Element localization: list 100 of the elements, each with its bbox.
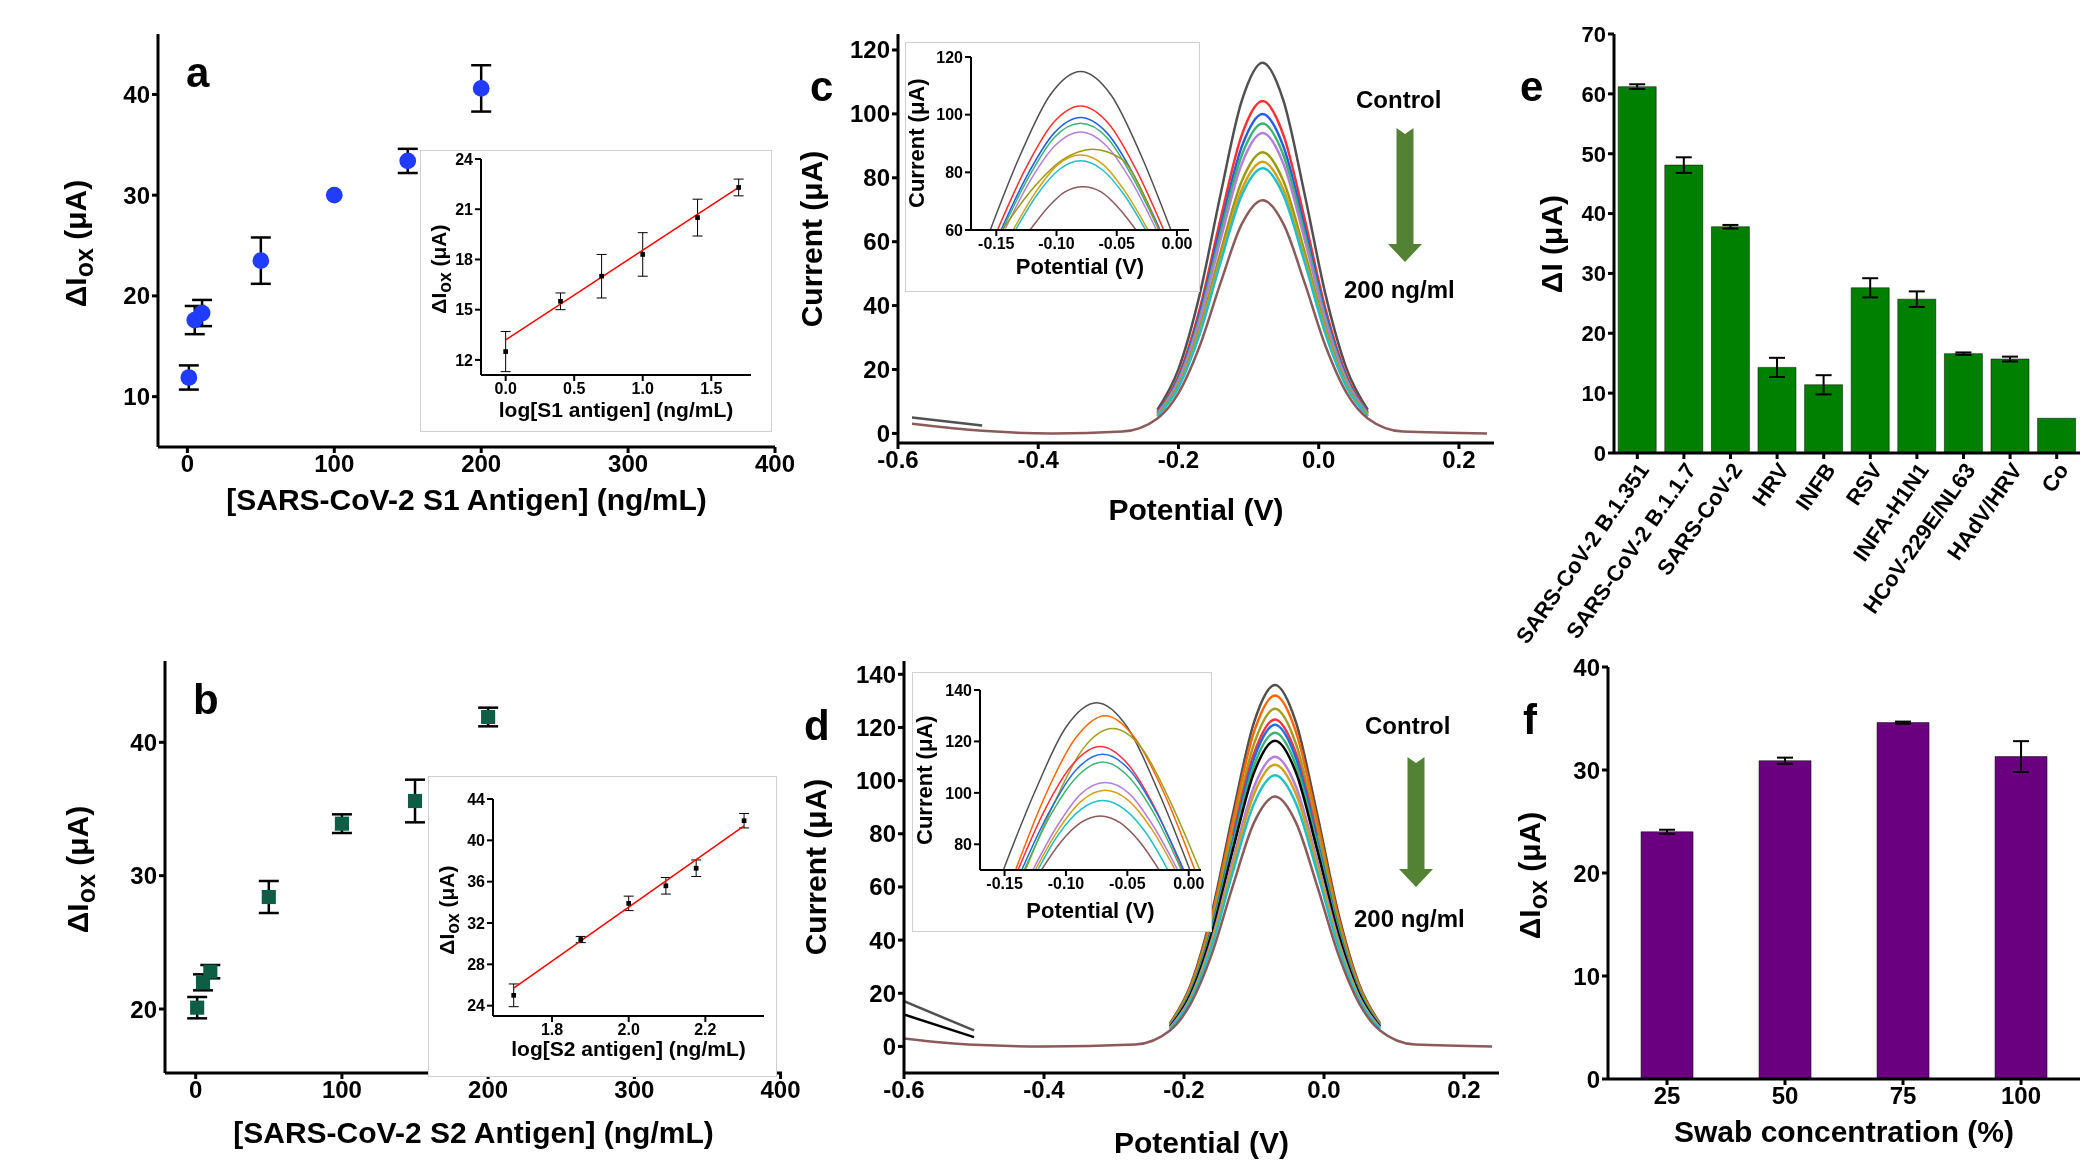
y-tick-label: 10 bbox=[123, 383, 150, 411]
x-tick-label: 1.8 bbox=[540, 1021, 564, 1039]
y-tick-label: 10 bbox=[1573, 962, 1600, 990]
y-tick-label: 100 bbox=[855, 767, 896, 795]
y-tick-label: 120 bbox=[855, 713, 896, 741]
y-tick-label: 24 bbox=[455, 150, 474, 168]
y-tick-label: 12 bbox=[455, 351, 474, 369]
y-tick-label: 80 bbox=[945, 164, 964, 182]
y-tick-label: 40 bbox=[130, 728, 157, 756]
y-tick-label: 100 bbox=[849, 100, 890, 128]
y-tick-label: 44 bbox=[467, 790, 486, 808]
x-tick-label: 1.5 bbox=[700, 380, 723, 398]
y-tick-label: 80 bbox=[954, 835, 973, 853]
y-tick-label: 50 bbox=[1581, 141, 1606, 167]
text: e bbox=[1520, 63, 1544, 110]
x-tick-label: -0.4 bbox=[1023, 1076, 1066, 1104]
x-tick-label: 400 bbox=[754, 450, 796, 478]
x-tick-label: 0.0 bbox=[1307, 1076, 1341, 1104]
y-tick-label: 20 bbox=[869, 979, 896, 1007]
y-tick-label: 20 bbox=[1581, 321, 1606, 347]
x-axis-title: log[S2 antigen] (ng/mL) bbox=[510, 1037, 747, 1060]
annotation: Control bbox=[1356, 86, 1442, 114]
y-tick-label: 140 bbox=[945, 681, 973, 699]
y-tick-label: 60 bbox=[945, 221, 964, 239]
x-axis-title: [SARS-CoV-2 S1 Antigen] (ng/mL) bbox=[225, 483, 708, 516]
y-tick-label: 36 bbox=[467, 873, 486, 891]
x-tick-label: 100 bbox=[321, 1076, 362, 1104]
x-tick-label: -0.15 bbox=[978, 235, 1015, 253]
x-tick-label: 100 bbox=[314, 450, 355, 478]
x-tick-label: 400 bbox=[760, 1076, 801, 1104]
x-tick-label: 200 bbox=[461, 450, 502, 478]
x-tick-label: -0.05 bbox=[1109, 875, 1146, 893]
x-tick-label: 25 bbox=[1653, 1082, 1681, 1110]
x-tick-label: -0.15 bbox=[986, 875, 1023, 893]
x-tick-label: 200 bbox=[468, 1076, 509, 1104]
annotation: 200 ng/ml bbox=[1344, 276, 1455, 304]
x-tick-label: -0.10 bbox=[1047, 875, 1085, 893]
y-tick-label: 24 bbox=[467, 997, 486, 1015]
x-tick-label: 0.5 bbox=[563, 380, 586, 398]
x-axis-title: Swab concentration (%) bbox=[1672, 1115, 2015, 1148]
y-tick-label: 32 bbox=[467, 914, 486, 932]
x-tick-label: -0.6 bbox=[883, 1076, 925, 1104]
y-tick-label: 80 bbox=[869, 820, 896, 848]
y-tick-label: 30 bbox=[123, 181, 150, 209]
y-tick-label: 40 bbox=[869, 926, 896, 954]
annotation: Control bbox=[1365, 712, 1451, 740]
x-tick-label: -0.6 bbox=[877, 446, 919, 474]
x-axis-title: [SARS-CoV-2 S2 Antigen] (ng/mL) bbox=[232, 1116, 715, 1149]
y-axis-title: Current (μA) bbox=[799, 778, 832, 956]
y-tick-label: 40 bbox=[863, 292, 890, 320]
x-tick-label: Co bbox=[2036, 458, 2074, 497]
text: f bbox=[1523, 696, 1537, 743]
text: c bbox=[810, 63, 834, 110]
y-tick-label: 70 bbox=[1581, 21, 1606, 47]
y-tick-label: 140 bbox=[855, 660, 896, 688]
x-axis-title: Potential (V) bbox=[1108, 493, 1284, 526]
text: d bbox=[804, 702, 830, 749]
y-tick-label: 20 bbox=[1573, 859, 1600, 887]
x-tick-label: 0.2 bbox=[1442, 446, 1476, 474]
y-tick-label: 100 bbox=[945, 784, 973, 802]
y-tick-label: 10 bbox=[1581, 380, 1606, 406]
x-tick-label: 0 bbox=[189, 1076, 203, 1104]
y-tick-label: 20 bbox=[123, 282, 150, 310]
y-axis-title: ΔI (μA) bbox=[1535, 194, 1568, 293]
y-tick-label: 120 bbox=[936, 48, 964, 66]
annotation: 200 ng/ml bbox=[1354, 905, 1465, 933]
x-axis-title: Potential (V) bbox=[1025, 898, 1156, 923]
y-tick-label: 30 bbox=[1573, 756, 1600, 784]
x-tick-label: -0.2 bbox=[1163, 1076, 1205, 1104]
y-axis-title: Current (μA) bbox=[903, 77, 930, 211]
y-tick-label: 60 bbox=[1581, 81, 1606, 107]
x-tick-label: -0.2 bbox=[1157, 446, 1200, 474]
y-tick-label: 60 bbox=[863, 228, 890, 256]
x-axis-title: Potential (V) bbox=[1113, 1126, 1290, 1159]
x-tick-label: 50 bbox=[1771, 1082, 1799, 1110]
y-tick-label: 20 bbox=[130, 995, 157, 1023]
y-tick-label: 30 bbox=[130, 862, 157, 890]
y-tick-label: 30 bbox=[1581, 261, 1606, 287]
y-tick-label: 0 bbox=[876, 419, 890, 447]
y-tick-label: 80 bbox=[863, 164, 890, 192]
x-tick-label: 300 bbox=[608, 450, 649, 478]
y-tick-label: 15 bbox=[455, 301, 474, 319]
y-tick-label: 60 bbox=[869, 873, 896, 901]
y-axis-title: Current (μA) bbox=[911, 714, 938, 847]
x-tick-label: 0.2 bbox=[1447, 1076, 1481, 1104]
y-tick-label: 40 bbox=[1573, 653, 1600, 681]
x-tick-label: 300 bbox=[614, 1076, 655, 1104]
x-tick-label: 0.0 bbox=[494, 380, 517, 398]
x-tick-label: 100 bbox=[2000, 1082, 2042, 1110]
y-tick-label: 18 bbox=[455, 251, 474, 269]
y-axis-title: Current (μA) bbox=[795, 150, 828, 327]
x-tick-label: 75 bbox=[1889, 1082, 1917, 1110]
y-tick-label: 100 bbox=[936, 106, 964, 124]
y-tick-label: 28 bbox=[467, 956, 486, 974]
x-tick-label: -0.05 bbox=[1098, 235, 1136, 253]
y-tick-label: 40 bbox=[123, 80, 150, 108]
x-tick-label: 0.0 bbox=[1302, 446, 1336, 474]
x-tick-label: -0.4 bbox=[1017, 446, 1060, 474]
x-tick-label: 2.0 bbox=[617, 1021, 640, 1039]
y-tick-label: 120 bbox=[849, 36, 890, 64]
